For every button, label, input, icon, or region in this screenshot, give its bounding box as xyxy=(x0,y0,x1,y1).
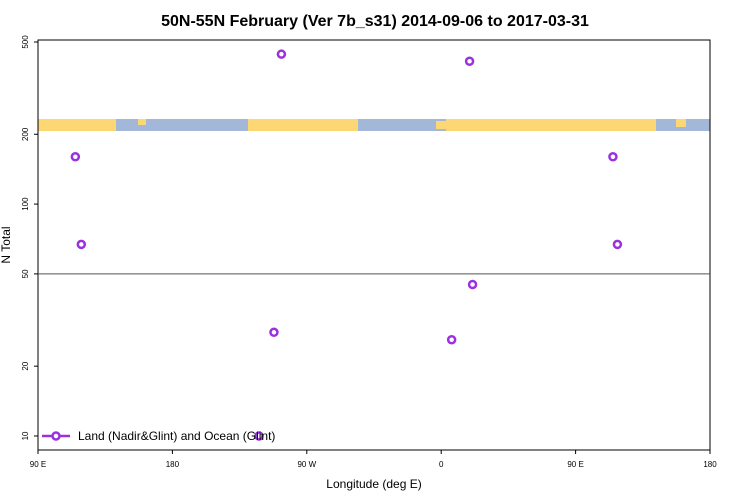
point xyxy=(76,239,87,250)
y-tick-label: 500 xyxy=(21,35,30,49)
x-tick-label: 0 xyxy=(439,460,444,469)
point xyxy=(446,334,457,345)
legend-label: Land (Nadir&Glint) and Ocean (Glint) xyxy=(78,429,275,443)
land-ocean-strip xyxy=(38,119,710,131)
x-tick-label: 90 E xyxy=(567,460,583,469)
y-tick-label: 20 xyxy=(21,361,30,370)
chart-title: 50N-55N February (Ver 7b_s31) 2014-09-06… xyxy=(161,13,589,30)
x-tick-label: 90 W xyxy=(297,460,316,469)
point xyxy=(467,279,478,290)
y-tick-label: 200 xyxy=(21,127,30,141)
point xyxy=(612,239,623,250)
point xyxy=(464,56,475,66)
x-axis-label: Longitude (deg E) xyxy=(326,477,421,491)
point xyxy=(608,151,618,162)
point xyxy=(269,327,279,338)
x-tick-label: 90 E xyxy=(30,460,46,469)
plot-frame xyxy=(37,39,711,451)
y-tick-label: 10 xyxy=(21,431,30,440)
x-tick-label: 180 xyxy=(166,460,180,469)
y-axis-label: N Total xyxy=(0,226,13,263)
point xyxy=(70,151,81,162)
x-tick-label: 180 xyxy=(703,460,717,469)
point xyxy=(254,431,264,441)
y-tick-label: 100 xyxy=(21,197,30,211)
y-tick-label: 50 xyxy=(21,269,30,278)
legend-marker xyxy=(51,431,61,441)
point xyxy=(276,49,287,59)
